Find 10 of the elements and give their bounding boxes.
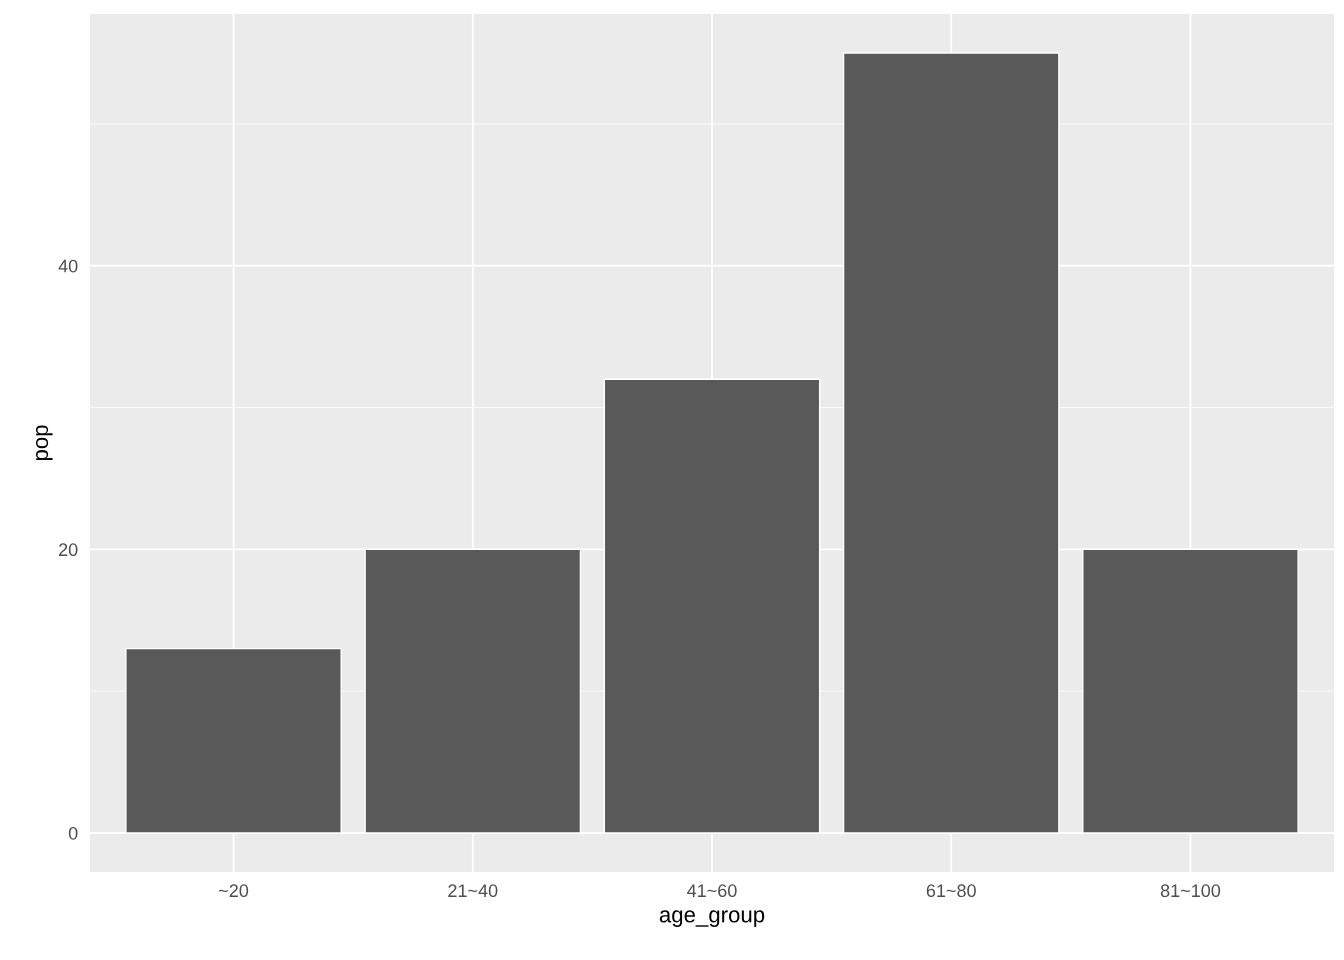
x-tick-label: 41~60 xyxy=(687,884,737,898)
y-axis-title: pop xyxy=(35,425,53,461)
x-axis-title: age_group xyxy=(659,910,765,927)
x-tick-label: 81~100 xyxy=(1160,884,1221,898)
x-tick-label: 61~80 xyxy=(926,884,976,898)
x-tick-label: 21~40 xyxy=(448,884,498,898)
y-tick-label: 0 xyxy=(68,826,78,840)
y-tick-label: 20 xyxy=(59,543,78,557)
y-tick-label: 40 xyxy=(58,259,78,273)
x-tick-label: ~20 xyxy=(219,884,249,898)
